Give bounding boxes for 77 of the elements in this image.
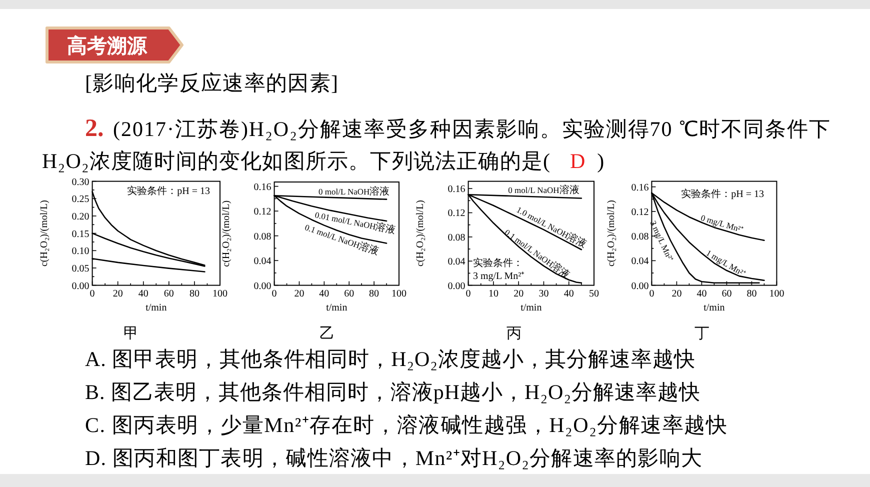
x-tick-label: 50 (589, 288, 599, 300)
x-tick-label: 20 (294, 288, 304, 300)
series-label: 0 mol/L NaOH溶液 (508, 185, 580, 196)
y-tick-label: 0.12 (254, 206, 272, 218)
x-tick-label: 10 (488, 288, 498, 300)
text: D. 图丙和图丁表明，碱性溶液中，Mn²⁺对H₂O₂分解速率的影响大 (85, 446, 702, 470)
x-tick-label: 80 (746, 288, 757, 300)
y-tick-label: 0.16 (448, 184, 466, 196)
x-tick-label: 80 (189, 288, 200, 300)
annotation: 实验条件：pH = 13 (681, 189, 764, 200)
annotation: 实验条件： (473, 258, 523, 269)
series-label: 0 mg/L Mn²⁺ (700, 212, 745, 235)
x-tick-label: 60 (722, 288, 732, 300)
x-axis-title: t/min (520, 302, 542, 314)
title: 高考溯源 (67, 34, 147, 58)
y-tick-label: 0.16 (254, 182, 272, 193)
x-tick-label: 100 (392, 288, 406, 300)
panel-caption: 甲 (124, 324, 138, 342)
x-tick-label: 30 (538, 288, 549, 300)
y-tick-label: 0.00 (72, 280, 90, 292)
y-tick-label: 0.04 (254, 256, 272, 268)
x-tick-label: 20 (112, 288, 123, 300)
y-tick-label: 0.08 (448, 232, 466, 244)
x-axis-title: t/min (146, 302, 167, 314)
y-tick-label: 0.15 (72, 228, 90, 240)
panel-caption: 乙 (320, 324, 334, 342)
x-tick-label: 100 (769, 288, 784, 300)
text: A. 图甲表明，其他条件相同时，H₂O₂浓度越小，其分解速率越快 (85, 347, 695, 371)
x-tick-label: 0 (90, 288, 95, 300)
text: D (570, 149, 586, 173)
text: (2017·江苏卷)H₂O₂分解速率受多种因素影响。实验测得70 ℃时不同条件下 (113, 117, 830, 141)
x-tick-label: 40 (319, 288, 330, 300)
panel-caption: 丙 (506, 324, 522, 342)
y-tick-label: 0.16 (631, 182, 649, 194)
x-tick-label: 80 (369, 288, 380, 300)
y-tick-label: 0.00 (254, 280, 272, 292)
series-label: 0 mol/L NaOH溶液 (318, 186, 390, 198)
y-tick-label: 0.12 (448, 208, 466, 220)
text: B. 图乙表明，其他条件相同时，溶液pH越小，H₂O₂分解速率越快 (85, 380, 700, 404)
y-tick-label: 0.12 (631, 206, 649, 218)
annotation: 3 mg/L Mn²⁺ (473, 271, 524, 282)
y-axis-title: c(H₂O₂)/(mol/L) (221, 200, 232, 267)
x-tick-label: 100 (212, 288, 228, 300)
panel-caption: 丁 (694, 324, 710, 342)
y-tick-label: 0.08 (631, 232, 649, 243)
y-axis-title: c(H₂O₂)/(mol/L) (415, 200, 426, 266)
x-axis-title: t/min (704, 302, 725, 314)
x-tick-label: 0 (466, 288, 471, 300)
x-tick-label: 40 (564, 288, 574, 300)
x-tick-label: 40 (696, 288, 707, 300)
x-tick-label: 0 (649, 288, 654, 300)
y-tick-label: 0.00 (448, 280, 466, 292)
x-tick-label: 20 (672, 288, 682, 300)
text: C. 图丙表明，少量Mn²⁺存在时，溶液碱性越强，H₂O₂分解速率越快 (85, 413, 727, 437)
subtitle: [影响化学反应速率的因素] (85, 71, 338, 95)
y-tick-label: 0.04 (448, 256, 466, 268)
text: 2. (85, 115, 104, 142)
y-axis-title: c(H₂O₂)/(mol/L) (39, 200, 50, 266)
series-label: 1 mg/L Mn²⁺ (704, 248, 748, 279)
y-tick-label: 0.25 (72, 194, 90, 206)
text: H₂O₂浓度随时间的变化如图所示。下列说法正确的是( (42, 149, 550, 173)
y-tick-label: 0.20 (72, 211, 90, 222)
y-tick-label: 0.00 (631, 280, 649, 292)
annotation: 实验条件：pH = 13 (127, 186, 210, 197)
y-tick-label: 0.10 (72, 246, 90, 258)
x-tick-label: 60 (164, 288, 174, 300)
x-tick-label: 0 (272, 288, 277, 300)
y-tick-label: 0.04 (631, 256, 649, 268)
x-tick-label: 60 (344, 288, 354, 300)
x-axis-title: t/min (326, 302, 348, 314)
y-tick-label: 0.08 (254, 231, 272, 242)
x-tick-label: 40 (138, 288, 148, 300)
text: ) (597, 149, 604, 173)
y-axis-title: c(H₂O₂)/(mol/L) (606, 200, 617, 266)
y-tick-label: 0.30 (72, 176, 90, 188)
x-tick-label: 20 (514, 288, 524, 300)
y-tick-label: 0.05 (72, 263, 90, 274)
